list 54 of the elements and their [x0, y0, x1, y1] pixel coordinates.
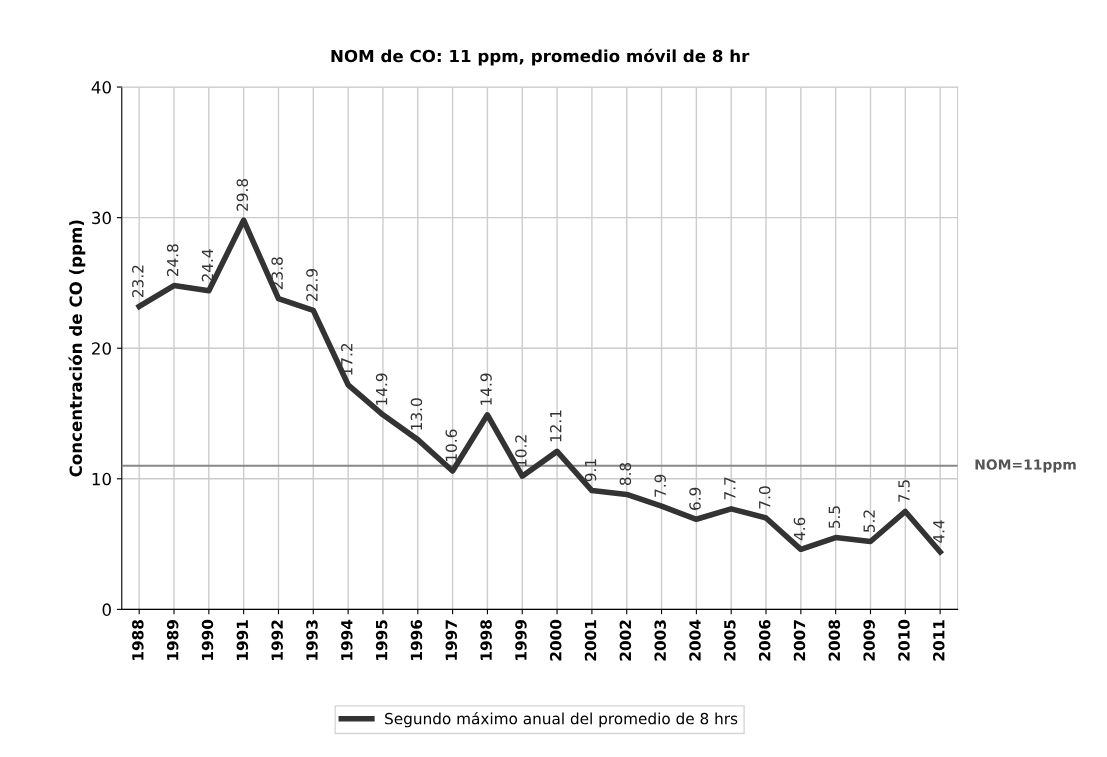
x-tick-label: 1996: [410, 619, 423, 660]
x-tick-label: 2011: [933, 620, 945, 661]
data-label: 4.4: [933, 520, 945, 543]
data-label: 10.6: [445, 429, 458, 461]
legend-label: Segundo máximo anual del promedio de 8 hrs: [385, 711, 738, 728]
data-label: 23.2: [132, 265, 144, 297]
x-tick-label: 2007: [793, 620, 806, 661]
data-label: 7.9: [654, 474, 666, 497]
x-tick-label: 2009: [863, 620, 875, 661]
ref-line-label: NOM=11ppm: [975, 459, 1076, 473]
x-tick-label: 2002: [619, 620, 632, 661]
data-label: 14.9: [480, 373, 492, 405]
x-tick-label: 1991: [236, 620, 249, 660]
x-tick-label: 2004: [689, 619, 701, 661]
data-label: 29.8: [236, 178, 249, 211]
x-tick-label: 1997: [445, 620, 458, 660]
x-tick-label: 1994: [341, 619, 353, 660]
x-tick-label: 2000: [549, 619, 562, 661]
x-tick-label: 2006: [758, 619, 771, 661]
x-tick-label: 2001: [584, 620, 597, 661]
x-tick-label: 1989: [166, 620, 179, 660]
x-tick-label: 2010: [898, 619, 910, 661]
x-tick-label: 1995: [375, 620, 388, 660]
data-label: 8.8: [619, 462, 632, 486]
x-tick-label: 1998: [480, 620, 492, 660]
data-label: 6.9: [689, 487, 701, 510]
x-tick-label: 2005: [724, 620, 736, 661]
chart-title: NOM de CO: 11 ppm, promedio móvil de 8 hr: [331, 48, 750, 66]
data-label: 24.4: [201, 249, 214, 282]
data-label: 9.1: [584, 459, 597, 482]
x-tick-label: 1990: [201, 619, 214, 660]
data-label: 24.8: [166, 244, 179, 277]
data-label: 7.5: [898, 480, 910, 502]
x-tick-label: 2008: [828, 620, 841, 661]
data-label: 12.1: [549, 410, 562, 442]
data-label: 13.0: [410, 398, 423, 430]
x-tick-label: 1993: [306, 620, 318, 660]
y-tick-label: 10: [92, 472, 111, 486]
data-label: 5.5: [828, 506, 841, 529]
x-tick-label: 1999: [515, 620, 527, 660]
data-label: 5.2: [863, 510, 875, 532]
y-tick-label: 0: [102, 603, 111, 616]
data-label: 7.7: [724, 477, 736, 500]
data-label: 4.6: [793, 517, 806, 541]
y-tick-label: 20: [92, 342, 111, 355]
x-tick-label: 2003: [654, 620, 666, 661]
x-tick-label: 1988: [132, 620, 144, 660]
y-axis-title: Concentración de CO (ppm): [68, 220, 86, 477]
y-tick-label: 30: [92, 211, 111, 225]
data-label: 22.9: [306, 269, 318, 301]
y-tick-label: 40: [91, 81, 111, 94]
data-label: 14.9: [375, 373, 388, 405]
x-tick-label: 1992: [271, 620, 283, 660]
data-label: 7.0: [758, 486, 771, 509]
